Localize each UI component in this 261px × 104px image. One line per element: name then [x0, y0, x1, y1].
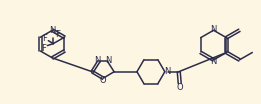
Text: N: N: [210, 57, 217, 66]
Text: N: N: [165, 67, 171, 76]
Text: O: O: [100, 76, 106, 85]
Text: N: N: [94, 56, 101, 65]
Text: N: N: [105, 56, 112, 65]
Text: F: F: [42, 34, 47, 43]
Text: O: O: [176, 83, 183, 92]
Text: N: N: [49, 26, 56, 35]
Text: F: F: [41, 44, 46, 53]
Text: F: F: [55, 30, 60, 39]
Text: N: N: [210, 25, 217, 34]
